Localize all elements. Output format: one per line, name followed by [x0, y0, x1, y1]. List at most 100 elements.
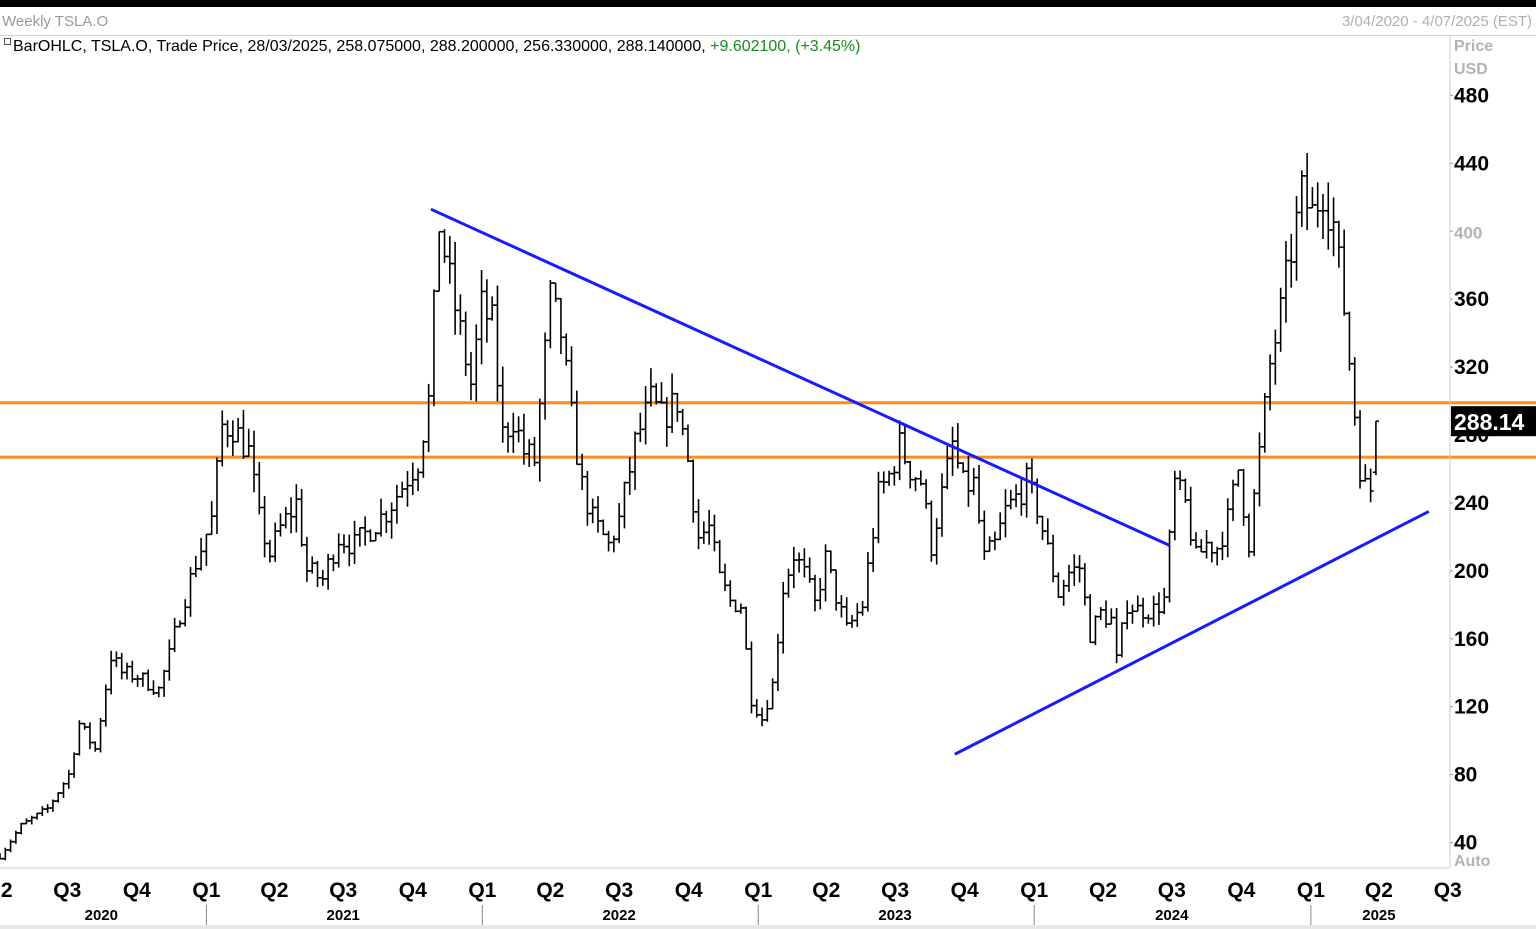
ohlc-bar [1357, 410, 1364, 489]
x-quarter-label: Q1 [1020, 879, 1048, 902]
ohlc-bar [367, 529, 374, 543]
ohlc-bar [235, 417, 242, 443]
ohlc-bar [86, 722, 93, 750]
x-quarter-label: Q1 [744, 879, 772, 902]
ohlc-bar [388, 502, 395, 539]
ohlc-bar [536, 398, 543, 482]
ohlc-bar [600, 519, 607, 536]
ohlc-bar [171, 617, 178, 653]
ohlc-bar [7, 839, 14, 853]
series-legend[interactable]: BarOHLC, TSLA.O, Trade Price, 28/03/2025… [4, 38, 860, 56]
ohlc-bar [1118, 622, 1125, 658]
x-quarter-label: Q1 [1297, 879, 1325, 902]
x-year-label: 2024 [1155, 907, 1189, 924]
x-year-label: 2021 [327, 907, 360, 924]
y-axis-unit-currency: USD [1454, 61, 1488, 78]
ohlc-bar [605, 530, 612, 552]
bottom-scroll-track[interactable] [0, 925, 1536, 929]
ohlc-bar [1245, 513, 1252, 558]
x-quarter-label: Q3 [1158, 879, 1186, 902]
ohlc-bar [240, 409, 247, 459]
ohlc-bar [991, 531, 998, 551]
ohlc-bar [261, 496, 268, 558]
ohlc-bar [854, 603, 861, 627]
ohlc-bar [1235, 469, 1242, 487]
ohlc-bar [785, 568, 792, 598]
ohlc-bar [108, 650, 115, 695]
ohlc-bar [1325, 182, 1332, 250]
ohlc-bar [319, 569, 326, 586]
ohlc-bar [1256, 432, 1263, 507]
ohlc-bar [1309, 187, 1316, 209]
trendlines[interactable] [430, 207, 1430, 756]
ohlc-bar [531, 436, 538, 467]
ohlc-bar [1171, 470, 1178, 541]
ohlc-bar [1319, 193, 1326, 239]
ohlc-bar [1224, 498, 1231, 558]
ohlc-bar [695, 499, 702, 550]
ohlc-bar [60, 782, 67, 799]
ohlc-bar [2, 847, 9, 861]
x-quarter-label: Q2 [1365, 879, 1393, 902]
ohlc-bar [1134, 595, 1141, 613]
trendline-support[interactable] [954, 510, 1430, 756]
ohlc-bar [1129, 604, 1136, 624]
ohlc-bar [362, 516, 369, 546]
ohlc-bar [224, 420, 231, 448]
x-quarter-label: Q3 [329, 879, 357, 902]
ohlc-bar [102, 684, 109, 727]
ohlc-bar [1187, 486, 1194, 546]
x-quarter-label: Q4 [675, 879, 703, 902]
x-quarter-label: Q1 [468, 879, 496, 902]
ohlc-bar [1298, 170, 1305, 227]
ohlc-bar [23, 818, 30, 825]
ohlc-bar [806, 557, 813, 583]
ohlc-bar [997, 512, 1004, 541]
ohlc-bar [499, 366, 506, 443]
ohlc-bar [827, 550, 834, 574]
ohlc-bar [774, 633, 781, 692]
ohlc-bar [716, 539, 723, 574]
ohlc-bar [457, 294, 464, 335]
ohlc-bar [706, 509, 713, 545]
ohlc-bar [1076, 555, 1083, 583]
x-year-label: 2025 [1362, 907, 1395, 924]
ohlc-bar [1108, 608, 1115, 625]
ohlc-bar [542, 332, 549, 420]
trendline-resistance[interactable] [430, 207, 1171, 547]
ohlc-bar [976, 464, 983, 524]
ohlc-bar [637, 412, 644, 443]
ohlc-bar [632, 431, 639, 490]
ohlc-bar [1081, 563, 1088, 606]
ohlc-bar [859, 600, 866, 616]
top-frame-bar [0, 0, 1536, 7]
x-quarter-label: Q4 [1227, 879, 1255, 902]
ohlc-bar [1346, 311, 1353, 371]
ohlc-bar [1304, 153, 1311, 230]
ohlc-bar [441, 229, 448, 263]
ohlc-bar [229, 420, 236, 456]
x-quarter-label: Q2 [260, 879, 288, 902]
ohlc-bar [251, 430, 258, 493]
ohlc-bar [864, 552, 871, 612]
ohlc-bar [1002, 489, 1009, 538]
ohlc-bar [415, 468, 422, 492]
ohlc-bar [145, 669, 152, 692]
x-quarter-label: Q1 [192, 879, 220, 902]
y-tick-label: 160 [1454, 628, 1489, 651]
ohlc-bar [277, 513, 284, 537]
ohlc-bar [404, 470, 411, 507]
ohlc-bar [314, 560, 321, 588]
ohlc-bar [748, 641, 755, 714]
ohlc-bar [875, 471, 882, 544]
ohlc-bar [118, 652, 125, 680]
y-tick-label: 120 [1454, 696, 1489, 719]
ohlc-bar [515, 416, 522, 443]
ohlc-bar [917, 470, 924, 486]
ohlc-bar [647, 368, 654, 407]
ohlc-bars [0, 153, 1379, 861]
ohlc-bar [1055, 572, 1062, 598]
ohlc-bar [176, 620, 183, 628]
ohlc-bar [473, 324, 480, 402]
